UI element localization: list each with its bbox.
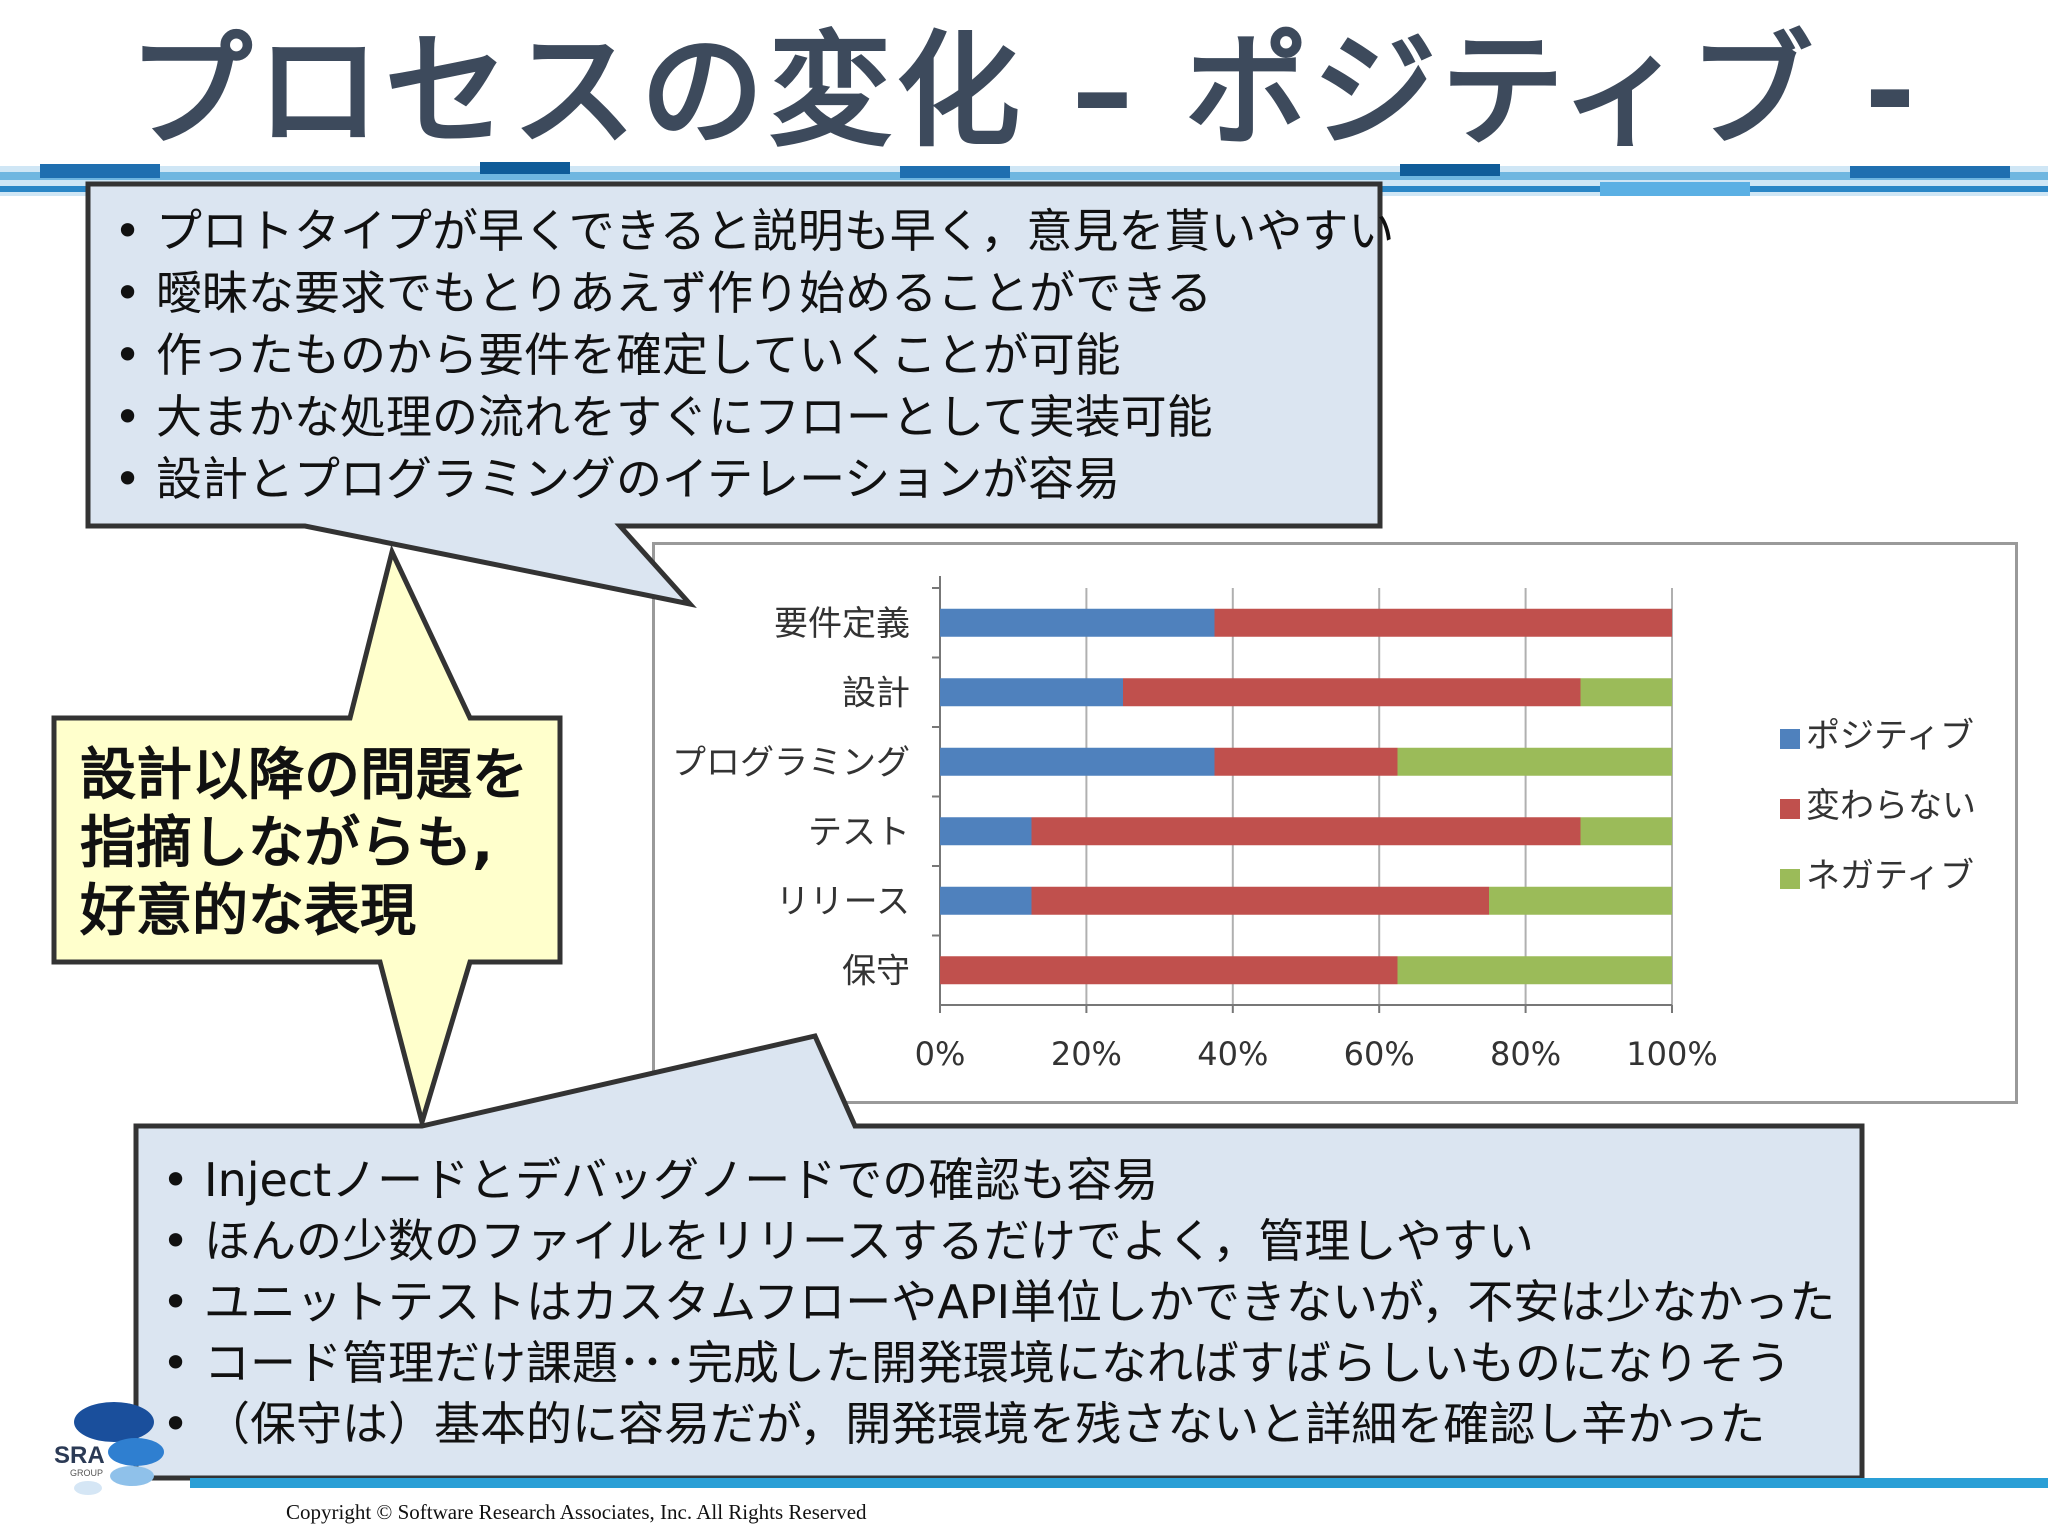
footer-rule bbox=[190, 1478, 2048, 1488]
bottom-bubble-item: ユニットテストはカスタムフローやAPI単位しかできないが，不安は少なかった bbox=[156, 1272, 1835, 1333]
bottom-bubble-item: Injectノードとデバッグノードでの確認も容易 bbox=[156, 1150, 1835, 1211]
legend-swatch bbox=[1780, 869, 1800, 889]
x-tick-label: 0% bbox=[915, 1035, 966, 1073]
legend-label: 変わらない bbox=[1806, 786, 1976, 826]
logo-text: SRA bbox=[54, 1442, 105, 1469]
copyright-text: Copyright © Software Research Associates… bbox=[286, 1500, 867, 1524]
bar-segment bbox=[1397, 956, 1672, 985]
bar-segment bbox=[1580, 678, 1672, 707]
bottom-bubble-item: コード管理だけ課題･･･完成した開発環境になればすばらしいものになりそう bbox=[156, 1333, 1835, 1394]
top-bubble-list: プロトタイプが早くできると説明も早く，意見を貰いやすい 曖昧な要求でもとりあえず… bbox=[108, 200, 1394, 510]
x-tick-label: 100% bbox=[1626, 1035, 1717, 1073]
bottom-bubble-item: （保守は）基本的に容易だが，開発環境を残さないと詳細を確認し辛かった bbox=[156, 1394, 1835, 1455]
note-line: 設計以降の問題を bbox=[80, 743, 528, 808]
bar-segment bbox=[1214, 747, 1398, 776]
bar-segment bbox=[1214, 608, 1672, 637]
bar-segment bbox=[940, 886, 1032, 915]
top-bubble-item: 設計とプログラミングのイテレーションが容易 bbox=[108, 448, 1394, 510]
note-line: 好意的な表現 bbox=[80, 879, 416, 944]
top-bubble-item: 大まかな処理の流れをすぐにフローとして実装可能 bbox=[108, 386, 1394, 448]
legend-swatch bbox=[1780, 729, 1800, 749]
bar-segment bbox=[1580, 817, 1672, 846]
bar-segment bbox=[940, 956, 1398, 985]
note-text: 設計以降の問題を 指摘しながらも, 好意的な表現 bbox=[80, 742, 528, 946]
legend-label: ネガティブ bbox=[1806, 856, 1974, 896]
top-bubble-item: 作ったものから要件を確定していくことが可能 bbox=[108, 324, 1394, 386]
x-tick-label: 80% bbox=[1490, 1035, 1561, 1073]
bar-segment bbox=[940, 608, 1215, 637]
bar-segment bbox=[940, 678, 1123, 707]
top-bubble-item: プロトタイプが早くできると説明も早く，意見を貰いやすい bbox=[108, 200, 1394, 262]
top-bubble-item: 曖昧な要求でもとりあえず作り始めることができる bbox=[108, 262, 1394, 324]
category-label: 要件定義 bbox=[774, 604, 910, 644]
logo-subtext: GROUP bbox=[70, 1468, 104, 1478]
sra-logo-icon bbox=[74, 1402, 164, 1495]
slide-title: プロセスの変化 – ポジティブ - bbox=[128, 20, 1920, 164]
bottom-bubble-list: Injectノードとデバッグノードでの確認も容易 ほんの少数のファイルをリリース… bbox=[156, 1150, 1835, 1455]
category-label: 保守 bbox=[842, 951, 910, 991]
bar-segment bbox=[1397, 747, 1672, 776]
bar-segment bbox=[1123, 678, 1581, 707]
bar-segment bbox=[940, 817, 1032, 846]
category-label: テスト bbox=[808, 812, 910, 852]
bottom-bubble-item: ほんの少数のファイルをリリースするだけでよく，管理しやすい bbox=[156, 1211, 1835, 1272]
category-label: 設計 bbox=[842, 673, 910, 713]
bar-segment bbox=[1031, 886, 1489, 915]
bar-segment bbox=[940, 747, 1215, 776]
x-tick-label: 60% bbox=[1344, 1035, 1415, 1073]
x-tick-label: 40% bbox=[1197, 1035, 1268, 1073]
decorative-stripe bbox=[0, 162, 2048, 196]
x-tick-label: 20% bbox=[1051, 1035, 1122, 1073]
category-label: リリース bbox=[776, 882, 910, 922]
category-label: プログラミング bbox=[672, 743, 910, 783]
note-line: 指摘しながらも, bbox=[80, 811, 494, 876]
bar-segment bbox=[1489, 886, 1672, 915]
bar-segment bbox=[1031, 817, 1581, 846]
legend-label: ポジティブ bbox=[1806, 716, 1974, 756]
legend-swatch bbox=[1780, 799, 1800, 819]
